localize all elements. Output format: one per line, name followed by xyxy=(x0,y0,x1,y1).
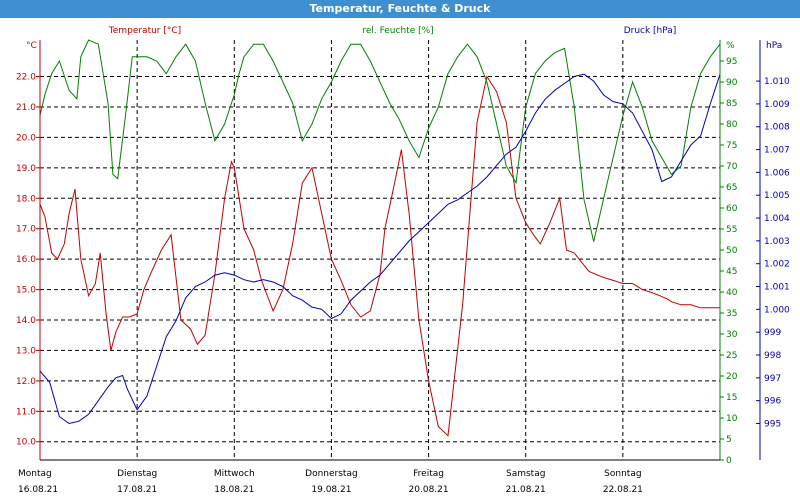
temperature-tick-label: 18.0 xyxy=(16,194,36,204)
pressure-tick-label: 1.001 xyxy=(764,283,790,293)
temperature-tick-label: 14.0 xyxy=(16,316,36,326)
humidity-tick-label: 55 xyxy=(726,225,737,235)
temperature-tick-label: 11.0 xyxy=(16,407,36,417)
pressure-unit: hPa xyxy=(766,41,782,51)
temperature-tick-label: 19.0 xyxy=(16,164,36,174)
pressure-tick-label: 1.002 xyxy=(764,260,790,270)
humidity-tick-label: 90 xyxy=(726,78,738,88)
pressure-tick-label: 1.006 xyxy=(764,168,790,178)
temperature-tick-label: 13.0 xyxy=(16,346,36,356)
temperature-series-line xyxy=(39,75,720,437)
pressure-tick-label: 996 xyxy=(764,397,781,407)
humidity-axis-label: rel. Feuchte [%] xyxy=(362,26,433,36)
humidity-tick-label: 65 xyxy=(726,183,737,193)
x-tick-day-label: Samstag xyxy=(506,469,545,479)
pressure-tick-label: 1.007 xyxy=(764,146,790,156)
x-tick-date-label: 17.08.21 xyxy=(117,485,157,495)
window-title: Temperatur, Feuchte & Druck xyxy=(0,0,800,18)
x-tick-date-label: 18.08.21 xyxy=(214,485,254,495)
pressure-tick-label: 995 xyxy=(764,419,781,429)
humidity-tick-label: 20 xyxy=(726,372,738,382)
temperature-tick-label: 20.0 xyxy=(16,133,36,143)
temperature-tick-label: 16.0 xyxy=(16,255,36,265)
x-tick-date-label: 20.08.21 xyxy=(409,485,449,495)
humidity-unit: % xyxy=(726,41,735,51)
pressure-tick-label: 1.010 xyxy=(764,77,790,87)
humidity-tick-label: 95 xyxy=(726,57,737,67)
humidity-tick-label: 5 xyxy=(726,435,732,445)
x-tick-date-label: 19.08.21 xyxy=(311,485,351,495)
x-tick-day-label: Sonntag xyxy=(604,469,641,479)
pressure-tick-label: 1.003 xyxy=(764,237,790,247)
pressure-series-line xyxy=(39,73,721,425)
pressure-axis-label: Druck [hPa] xyxy=(624,26,677,36)
temperature-tick-label: 12.0 xyxy=(16,377,36,387)
pressure-tick-label: 1.000 xyxy=(764,305,790,315)
temperature-axis-label: Temperatur [°C] xyxy=(108,26,181,36)
humidity-tick-label: 40 xyxy=(726,288,738,298)
x-tick-date-label: 22.08.21 xyxy=(603,485,643,495)
temperature-tick-label: 15.0 xyxy=(16,286,36,296)
temperature-tick-label: 21.0 xyxy=(16,103,36,113)
temperature-tick-label: 22.0 xyxy=(16,73,36,83)
pressure-tick-label: 1.009 xyxy=(764,100,790,110)
x-tick-day-label: Dienstag xyxy=(117,469,157,479)
weather-chart: 10.0 11.0 12.0 13.0 14.0 15.0 16.0 17.0 18.0 19.0… xyxy=(0,18,800,500)
humidity-tick-label: 80 xyxy=(726,120,738,130)
humidity-tick-label: 35 xyxy=(726,309,737,319)
humidity-series-line xyxy=(39,39,721,242)
temperature-tick-label: 10.0 xyxy=(16,438,36,448)
humidity-tick-label: 85 xyxy=(726,99,737,109)
pressure-tick-label: 1.004 xyxy=(764,214,790,224)
temperature-unit: °C xyxy=(26,41,37,51)
pressure-tick-label: 1.008 xyxy=(764,123,790,133)
x-tick-day-label: Freitag xyxy=(413,469,444,479)
humidity-tick-label: 15 xyxy=(726,393,737,403)
humidity-tick-label: 50 xyxy=(726,246,738,256)
humidity-tick-label: 25 xyxy=(726,351,737,361)
humidity-tick-label: 30 xyxy=(726,330,738,340)
pressure-tick-label: 998 xyxy=(764,351,781,361)
chart-grid xyxy=(40,40,720,460)
humidity-tick-label: 0 xyxy=(726,456,732,466)
chart-series xyxy=(39,39,721,437)
humidity-tick-label: 45 xyxy=(726,267,737,277)
pressure-tick-label: 1.005 xyxy=(764,191,790,201)
pressure-tick-label: 997 xyxy=(764,374,781,384)
pressure-tick-label: 999 xyxy=(764,328,781,338)
humidity-tick-label: 70 xyxy=(726,162,738,172)
x-tick-date-label: 21.08.21 xyxy=(506,485,546,495)
x-tick-date-label: 16.08.21 xyxy=(18,485,58,495)
x-tick-day-label: Mittwoch xyxy=(214,469,255,479)
humidity-tick-label: 75 xyxy=(726,141,737,151)
chart-axes: 10.0 11.0 12.0 13.0 14.0 15.0 16.0 17.0 18.0 19.0… xyxy=(16,40,790,495)
humidity-tick-label: 10 xyxy=(726,414,738,424)
x-tick-day-label: Donnerstag xyxy=(305,469,358,479)
temperature-tick-label: 17.0 xyxy=(16,225,36,235)
x-tick-day-label: Montag xyxy=(18,469,52,479)
humidity-tick-label: 60 xyxy=(726,204,738,214)
